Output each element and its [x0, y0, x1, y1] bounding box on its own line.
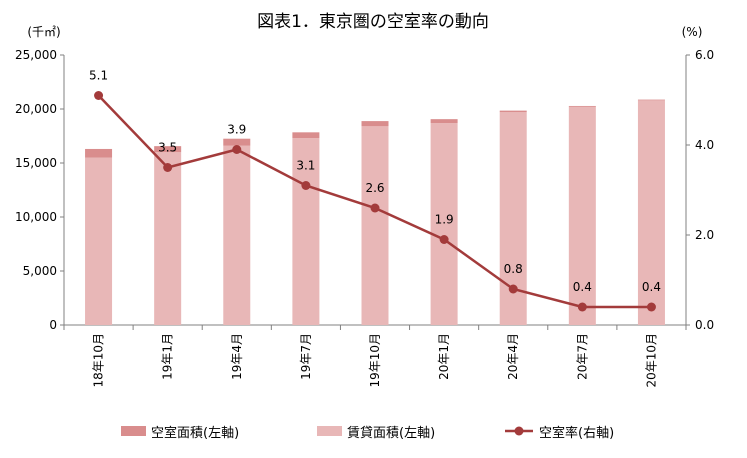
- data-labels: 5.1 3.5 3.9 3.1 2.6 1.9 0.8 0.4 0.4: [89, 69, 661, 295]
- legend-swatch-vacant-area: [121, 426, 146, 436]
- legend-marker-vacancy-rate: [514, 426, 524, 436]
- legend: 空室面積(左軸) 賃貸面積(左軸) 空室率(右軸): [121, 425, 614, 441]
- vacancy-rate-point: [577, 302, 587, 312]
- vacant-area-bar: [568, 105, 596, 107]
- rental-area-bar: [637, 100, 665, 325]
- vacant-area-bar: [292, 132, 320, 139]
- vacancy-rate-point: [301, 181, 311, 190]
- vacancy-rate-label: 3.5: [158, 141, 177, 155]
- vacant-area-bar: [361, 121, 389, 127]
- rental-area-bar: [568, 106, 596, 325]
- right-tick-label: 0.0: [695, 318, 714, 332]
- vacancy-rate-label: 3.1: [296, 159, 315, 173]
- vacancy-rate-label: 0.8: [504, 262, 523, 276]
- x-tick-label: 19年10月: [368, 333, 382, 388]
- vacancy-rate-point: [439, 235, 449, 244]
- legend-swatch-rental-area: [317, 426, 342, 436]
- vacant-area-bar: [223, 138, 251, 146]
- vacant-area-bar: [499, 110, 527, 113]
- right-tick-label: 2.0: [695, 228, 714, 242]
- rental-area-bar: [154, 152, 182, 325]
- rental-area-bar: [223, 145, 251, 325]
- x-tick-label: 19年1月: [161, 333, 175, 380]
- legend-label-rental-area: 賃貸面積(左軸): [347, 425, 435, 441]
- rental-area-bar: [85, 157, 113, 325]
- rental-area-bar: [361, 126, 389, 325]
- x-tick-label: 20年10月: [644, 333, 658, 388]
- left-tick-label: 5,000: [23, 264, 57, 278]
- chart-title: 図表1．東京圏の空室率の動向: [257, 12, 489, 32]
- x-tick-label: 20年1月: [437, 333, 451, 380]
- right-axis-unit: (%): [682, 25, 703, 39]
- left-tick-label: 20,000: [15, 102, 57, 116]
- left-tick-label: 15,000: [15, 156, 57, 170]
- axes: 0 5,000 10,000 15,000 20,000 25,000 0.0 2.0 4.0 6…: [15, 48, 714, 388]
- vacancy-rate-point: [163, 163, 173, 172]
- vacancy-rate-label: 1.9: [435, 213, 454, 227]
- vacancy-rate-point: [508, 284, 518, 294]
- vacancy-rate-point: [646, 302, 656, 312]
- x-tick-label: 18年10月: [92, 333, 106, 388]
- left-tick-label: 10,000: [15, 210, 57, 224]
- left-axis-unit: (千㎡): [27, 25, 60, 39]
- right-tick-label: 4.0: [695, 138, 714, 152]
- legend-label-vacant-area: 空室面積(左軸): [151, 425, 239, 441]
- x-tick-label: 20年4月: [506, 333, 520, 380]
- vacancy-rate-line: [94, 91, 656, 312]
- vacant-area-bar: [85, 148, 113, 158]
- vacancy-rate-label: 3.9: [227, 123, 246, 137]
- rental-area-bar: [430, 123, 458, 325]
- vacant-area-bar: [637, 99, 665, 101]
- vacancy-rate-label: 2.6: [365, 181, 384, 195]
- x-tick-label: 19年4月: [230, 333, 244, 380]
- x-tick-label: 19年7月: [299, 333, 313, 380]
- vacancy-rate-label: 0.4: [573, 280, 592, 294]
- vacancy-rate-point: [370, 203, 380, 213]
- left-tick-label: 0: [49, 318, 57, 332]
- legend-label-vacancy-rate: 空室率(右軸): [539, 425, 614, 441]
- vacancy-rate-point: [94, 91, 104, 100]
- bars: [85, 99, 665, 326]
- left-tick-label: 25,000: [15, 48, 57, 62]
- rental-area-bar: [292, 138, 320, 325]
- vacancy-rate-label: 5.1: [89, 69, 108, 83]
- vacant-area-bar: [154, 146, 182, 153]
- vacant-area-bar: [430, 119, 458, 124]
- x-tick-label: 20年7月: [575, 333, 589, 380]
- vacancy-rate-point: [232, 145, 242, 154]
- right-tick-label: 6.0: [695, 48, 714, 62]
- vacancy-rate-label: 0.4: [642, 280, 661, 294]
